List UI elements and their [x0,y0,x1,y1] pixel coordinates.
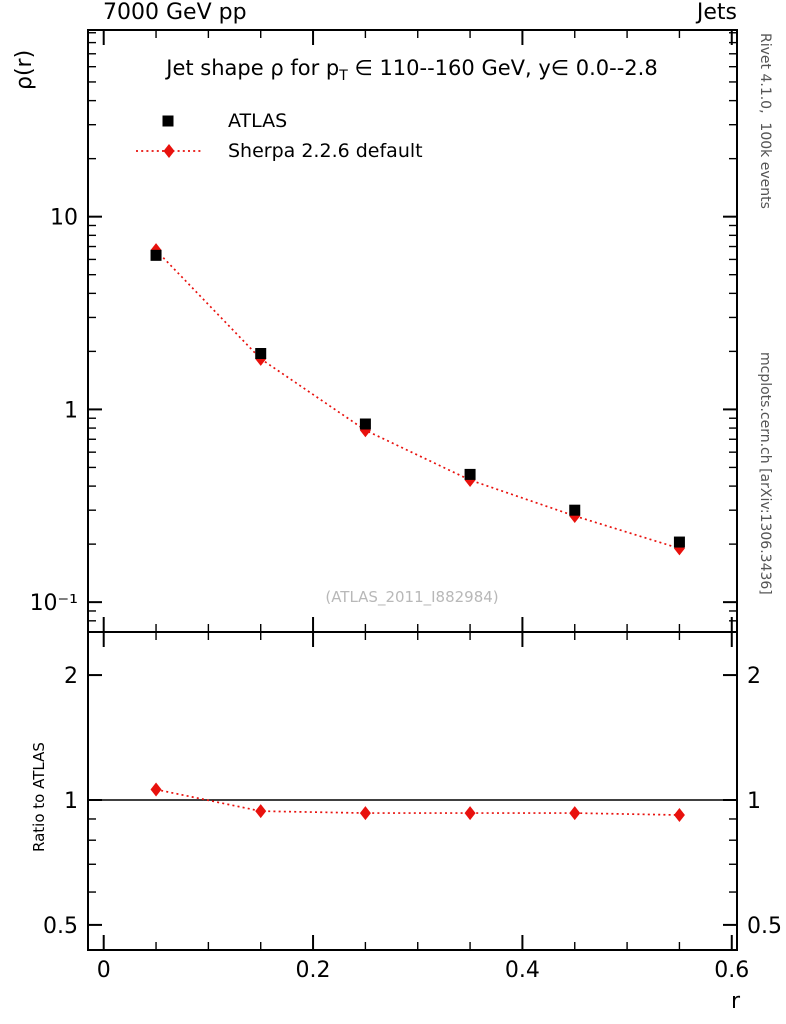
sherpa-line-ratio [155,788,680,816]
svg-text:0.6: 0.6 [714,958,749,983]
data-layer [88,243,737,823]
sherpa-marker [255,804,267,819]
plot-title-post: ∈ 110--160 GeV, y∈ 0.0--2.8 [347,56,658,80]
svg-text:0.4: 0.4 [505,958,540,983]
sherpa-marker [569,806,581,821]
svg-text:0.2: 0.2 [296,958,331,983]
legend-label-atlas: ATLAS [228,110,288,132]
mcplots-citation-note: mcplots.cern.ch [arXiv:1306.3436] [757,352,773,595]
sherpa-marker [150,782,162,797]
svg-text:10⁻¹: 10⁻¹ [30,591,78,616]
sherpa-marker [464,806,476,821]
rivet-version-note: Rivet 4.1.0, 100k events [757,33,773,209]
legend-label-sherpa: Sherpa 2.2.6 default [228,140,423,162]
svg-text:0: 0 [97,958,111,983]
plot-title-sub: T [339,68,348,85]
watermark-label: (ATLAS_2011_I882984) [325,588,499,606]
sherpa-marker [163,144,175,158]
legend-markers [136,115,202,158]
atlas-marker [464,468,476,480]
sherpa-marker [569,508,581,523]
atlas-marker [150,249,162,261]
x-axis-label: r [731,989,741,1014]
atlas-marker [162,115,174,127]
atlas-marker [359,418,371,430]
plot-frame [87,29,738,951]
svg-text:10: 10 [50,206,78,231]
axis-ticks [88,30,737,950]
svg-text:1: 1 [747,789,761,814]
ratio-axis-label: Ratio to ATLAS [30,742,48,852]
plot-title-pre: Jet shape ρ for p [166,56,340,80]
svg-text:0.5: 0.5 [747,914,782,939]
plot-title: Jet shape ρ for pT ∈ 110--160 GeV, y∈ 0.… [166,56,658,85]
tick-labels: 0 0.2 0.4 0.6 10 1 10⁻¹ 2 2 1 1 0.5 0.5 [30,206,782,983]
svg-text:2: 2 [747,664,761,689]
atlas-marker [255,348,267,360]
svg-text:2: 2 [64,664,78,689]
svg-text:1: 1 [64,789,78,814]
atlas-marker [673,536,685,548]
svg-text:1: 1 [64,398,78,423]
atlas-marker [569,504,581,516]
sherpa-line-main [155,249,680,550]
y-axis-label: ρ(r) [12,49,37,90]
svg-text:0.5: 0.5 [43,914,78,939]
sherpa-marker [673,808,685,823]
sherpa-marker [359,806,371,821]
beam-energy-label: 7000 GeV pp [103,0,247,25]
process-label: Jets [696,0,737,25]
